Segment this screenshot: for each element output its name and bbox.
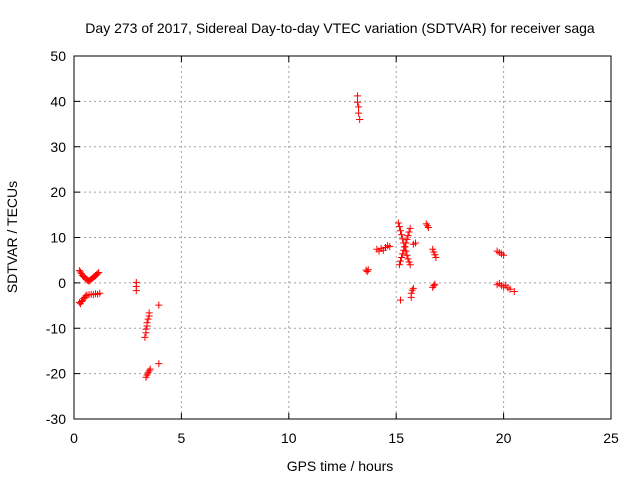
- x-tick-label: 0: [70, 430, 78, 446]
- data-point: [400, 246, 408, 254]
- data-point: [403, 251, 411, 259]
- data-point: [132, 287, 140, 295]
- x-tick-label: 15: [388, 430, 404, 446]
- data-point: [363, 268, 371, 276]
- data-point: [432, 253, 440, 261]
- x-tick-label: 5: [178, 430, 186, 446]
- data-point: [142, 325, 150, 333]
- data-points: [75, 92, 518, 381]
- data-point: [356, 116, 364, 124]
- data-point: [354, 92, 362, 100]
- data-point: [403, 235, 411, 243]
- data-point: [396, 296, 404, 304]
- data-point: [144, 369, 152, 377]
- data-point: [386, 243, 394, 251]
- data-point: [94, 270, 102, 278]
- x-axis-label: GPS time / hours: [287, 458, 394, 474]
- data-point: [409, 284, 417, 292]
- data-point: [144, 315, 152, 323]
- data-point: [145, 309, 153, 317]
- data-point: [155, 301, 163, 309]
- y-tick-label: -30: [46, 411, 66, 427]
- data-point: [430, 282, 438, 290]
- y-axis-label: SDTVAR / TECUs: [4, 181, 20, 293]
- x-tick-label: 25: [603, 430, 619, 446]
- data-point: [394, 219, 402, 227]
- data-point: [95, 268, 103, 276]
- y-tick-label: 40: [50, 93, 66, 109]
- data-point: [404, 255, 412, 263]
- data-point: [395, 223, 403, 231]
- grid-lines: [74, 56, 611, 419]
- y-tick-label: -20: [46, 366, 66, 382]
- data-point: [145, 367, 153, 375]
- data-point: [395, 261, 403, 269]
- data-point: [398, 231, 406, 239]
- data-point: [431, 280, 439, 288]
- y-tick-label: 0: [58, 275, 66, 291]
- data-point: [402, 239, 410, 247]
- data-point: [96, 289, 104, 297]
- data-point: [422, 220, 430, 228]
- x-tick-label: 10: [281, 430, 297, 446]
- y-tick-label: 30: [50, 139, 66, 155]
- data-point: [354, 98, 362, 106]
- data-point: [396, 257, 404, 265]
- data-point: [398, 253, 406, 261]
- data-point: [506, 285, 514, 293]
- data-point: [82, 292, 90, 300]
- data-point: [399, 250, 407, 258]
- data-point: [406, 224, 414, 232]
- data-point: [146, 365, 154, 373]
- data-point: [155, 360, 163, 368]
- data-point: [412, 239, 420, 247]
- axis-ticks: 0 5 10 15 20 25 -30 -20 -10 0 10 20 30 40 50: [46, 48, 619, 446]
- data-point: [405, 228, 413, 236]
- data-point: [396, 227, 404, 235]
- data-point: [407, 289, 415, 297]
- y-tick-label: 20: [50, 184, 66, 200]
- data-point: [423, 222, 431, 230]
- data-point: [408, 286, 416, 294]
- y-tick-label: -10: [46, 320, 66, 336]
- data-point: [76, 268, 84, 276]
- data-point: [364, 266, 372, 274]
- data-point: [143, 319, 151, 327]
- data-point: [424, 224, 432, 232]
- chart-title: Day 273 of 2017, Sidereal Day-to-day VTE…: [85, 20, 595, 36]
- x-tick-label: 20: [496, 430, 512, 446]
- data-point: [141, 333, 149, 341]
- data-point: [404, 232, 412, 240]
- data-point: [510, 287, 518, 295]
- y-tick-label: 10: [50, 230, 66, 246]
- data-point: [355, 109, 363, 117]
- data-point: [500, 251, 508, 259]
- data-point: [401, 243, 409, 251]
- data-point: [355, 103, 363, 111]
- data-point: [406, 261, 414, 269]
- y-tick-label: 50: [50, 48, 66, 64]
